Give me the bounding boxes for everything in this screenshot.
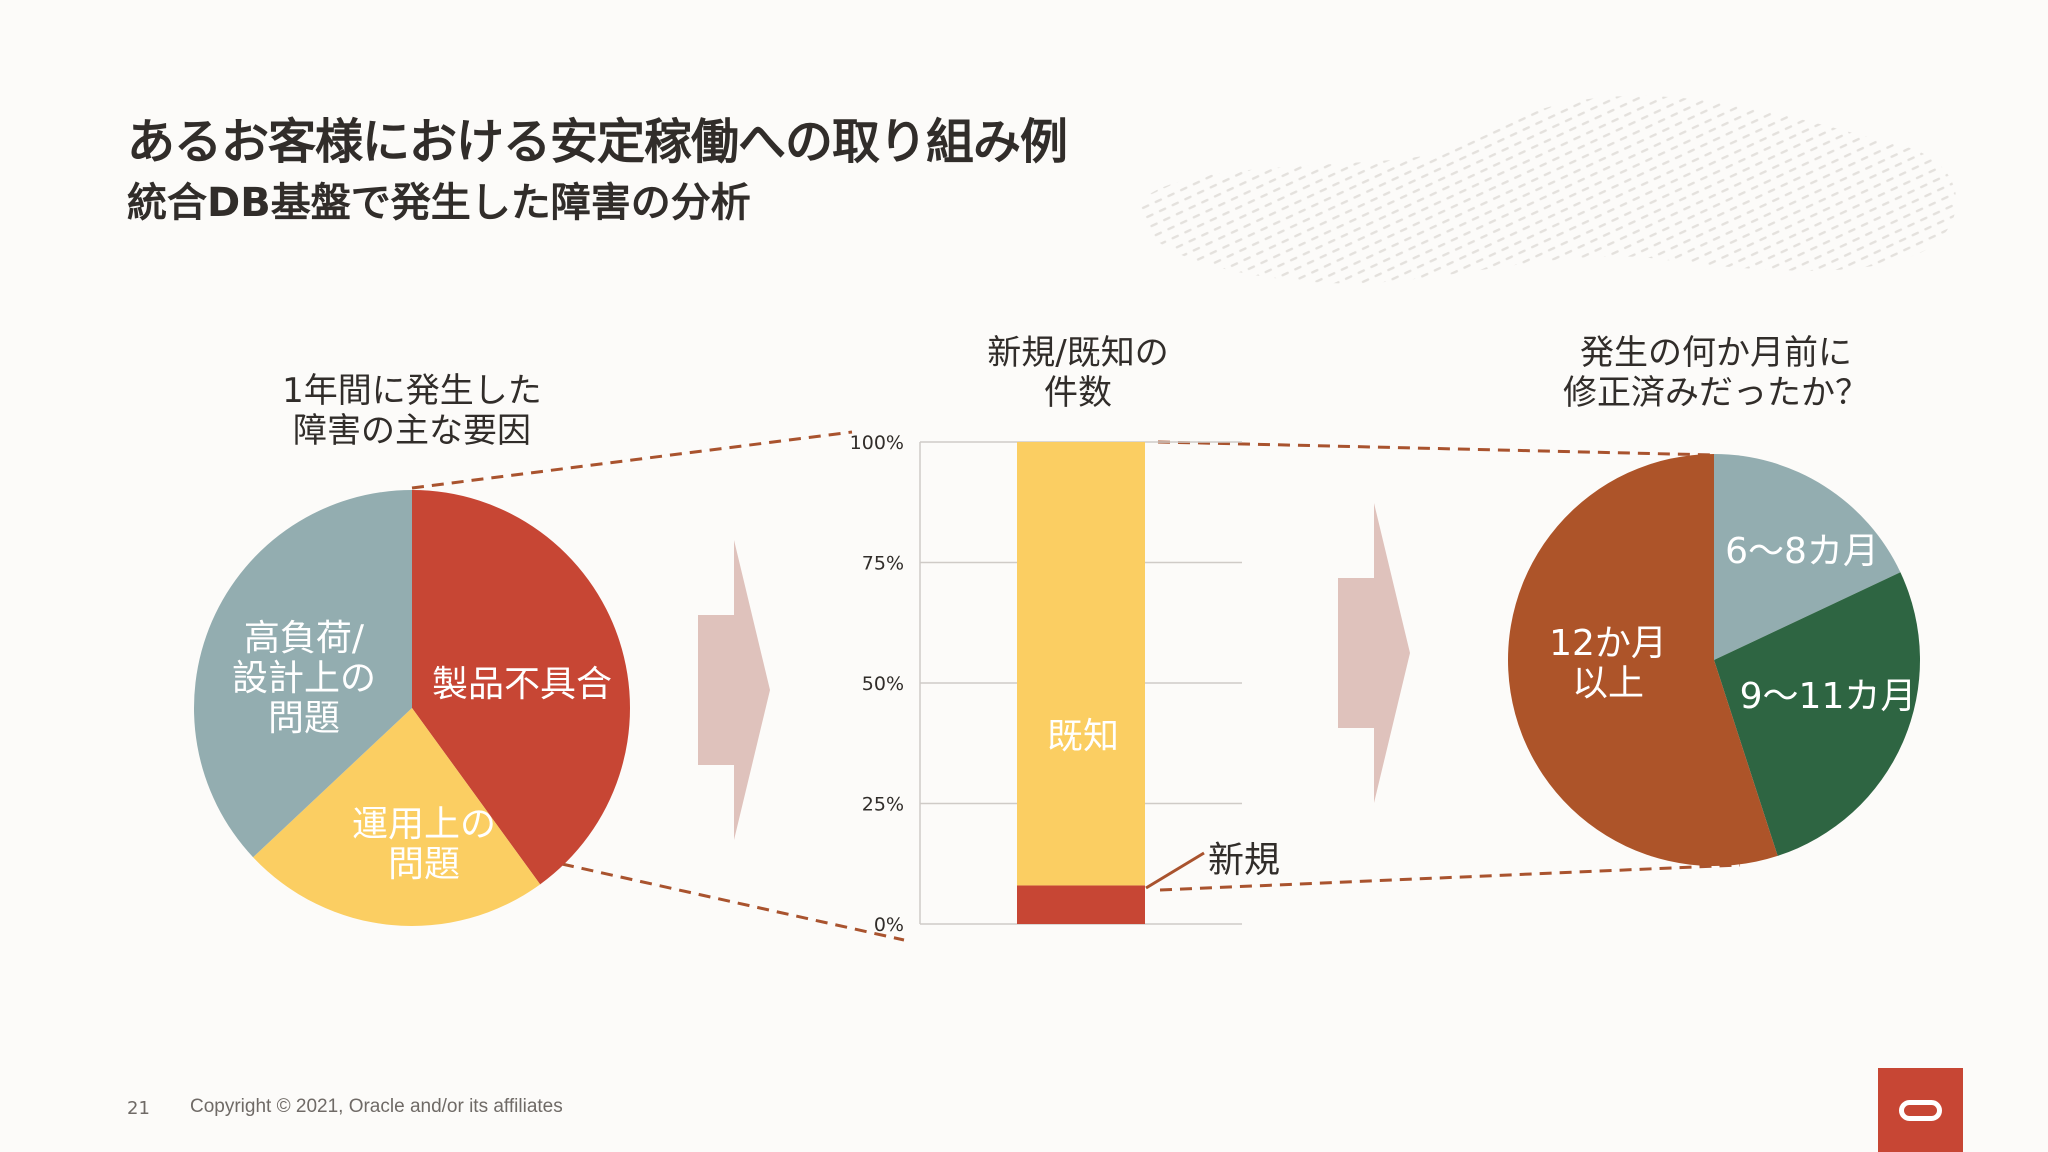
slide-title: あるお客様における安定稼働への取り組み例 <box>127 114 1068 170</box>
connector-left-top <box>411 430 853 490</box>
bar-tick-label-0: 0% <box>874 914 904 936</box>
decorative-texture <box>1139 95 1957 284</box>
stacked-bar-chart: 0% 25% 50% 75% 100% 既知 新規 <box>850 432 1280 936</box>
pie2-slice-label-2-line-1: 以上 <box>1572 663 1644 704</box>
bar-tick-label-2: 50% <box>862 673 904 695</box>
pie2-slice-0 <box>1714 454 1901 660</box>
oracle-logo <box>1878 1068 1963 1152</box>
bar-segment-1 <box>1017 442 1145 886</box>
pie1-slice-1 <box>253 708 541 927</box>
pie1-slice-label-0-line-0: 製品不具合 <box>432 664 612 705</box>
pie1-title-line2: 障害の主な要因 <box>293 411 531 451</box>
arrow-right-2 <box>1338 503 1410 803</box>
pie1-slice-label-2-line-0: 高負荷/ <box>244 618 365 659</box>
connector-left-bottom <box>561 862 905 942</box>
pie2-slice-2 <box>1508 454 1778 866</box>
pie2-slice-label-1-line-0: 9～11カ月 <box>1740 676 1917 717</box>
page-number: 21 <box>127 1098 150 1119</box>
pie1-slice-label-2-line-2: 問題 <box>268 698 340 739</box>
pie2-slice-label-0-line-0: 6～8カ月 <box>1725 531 1879 572</box>
bar-series-label-new: 新規 <box>1208 840 1280 881</box>
copyright-text: Copyright © 2021, Oracle and/or its affi… <box>190 1096 563 1117</box>
bar-tick-label-3: 75% <box>862 553 904 575</box>
pie2-title-line2: 修正済みだったか？ <box>1563 373 1869 413</box>
arrow-right-1 <box>698 540 770 840</box>
bar-tick-labels: 0% 25% 50% 75% 100% <box>850 432 904 936</box>
pie1-slice-2 <box>194 490 412 858</box>
bar-segments <box>1017 442 1145 924</box>
bar-tick-label-1: 25% <box>862 794 904 816</box>
pie1-title-line1: 1年間に発生した <box>282 371 542 411</box>
pie1-slice-0 <box>412 490 630 885</box>
pie2-slice-label-2-line-0: 12か月 <box>1549 623 1667 664</box>
slide-subtitle: 統合DB基盤で発生した障害の分析 <box>127 180 751 226</box>
connector-lines <box>411 430 1741 942</box>
oracle-ring-icon <box>1899 1100 1942 1121</box>
pie1-slice-label-1-line-0: 運用上の <box>352 804 496 845</box>
pie1-slice-label-2-line-1: 設計上の <box>232 658 376 699</box>
bar-title-line2: 件数 <box>1044 373 1112 413</box>
bar-tick-label-4: 100% <box>850 432 904 454</box>
pie2-slice-1 <box>1714 572 1920 856</box>
pie2-title-line1: 発生の何か月前に <box>1580 333 1852 373</box>
connector-right-bottom <box>1159 863 1741 892</box>
pie1-slice-label-1-line-1: 問題 <box>388 844 460 885</box>
bar-series-label-known: 既知 <box>1047 716 1119 757</box>
new-label-leader-line <box>1145 851 1205 890</box>
connector-right-top <box>1157 440 1715 457</box>
bar-title-line1: 新規/既知の <box>987 333 1168 373</box>
bar-segment-0 <box>1017 885 1145 924</box>
